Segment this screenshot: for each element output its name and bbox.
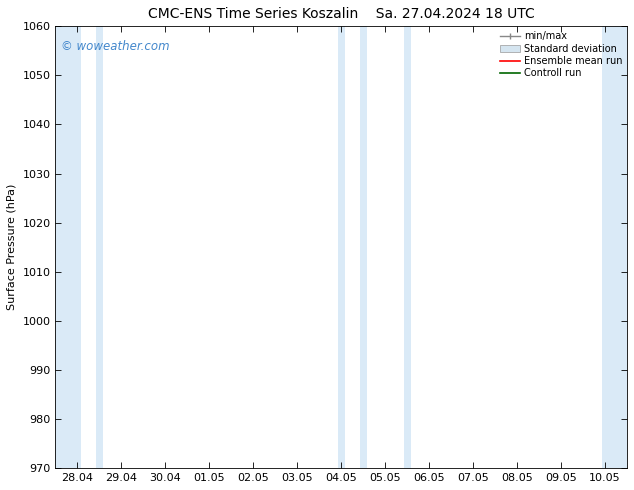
Text: © woweather.com: © woweather.com	[61, 40, 170, 52]
Bar	[359, 26, 367, 468]
Bar	[338, 26, 345, 468]
Bar	[602, 26, 627, 468]
Y-axis label: Surface Pressure (hPa): Surface Pressure (hPa)	[7, 184, 17, 311]
Title: CMC-ENS Time Series Koszalin    Sa. 27.04.2024 18 UTC: CMC-ENS Time Series Koszalin Sa. 27.04.2…	[148, 7, 534, 21]
Bar	[56, 26, 81, 468]
Bar	[404, 26, 411, 468]
Bar	[96, 26, 103, 468]
Legend: min/max, Standard deviation, Ensemble mean run, Controll run: min/max, Standard deviation, Ensemble me…	[498, 29, 624, 80]
